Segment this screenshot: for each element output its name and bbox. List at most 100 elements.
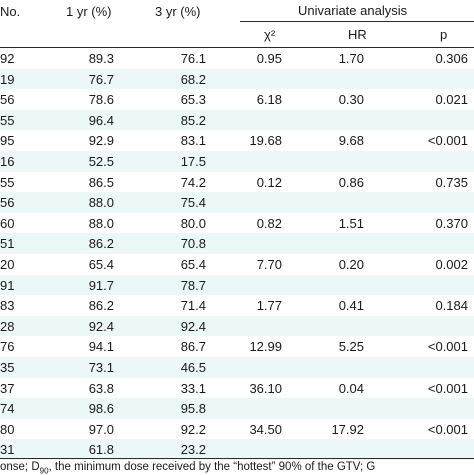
cell-chi: 0.82	[256, 215, 282, 231]
cell-3yr: 76.1	[180, 51, 206, 66]
header-1yr: 1 yr (%)	[66, 4, 112, 19]
cell-no: 95	[0, 133, 15, 149]
cell-no: 92	[0, 51, 15, 66]
table-row: 16 52.5 17.5	[0, 150, 474, 172]
cell-3yr: 74.2	[180, 174, 206, 190]
footnote: onse; D90, the minimum dose received by …	[0, 461, 376, 475]
table-row: 56 78.6 65.3 6.18 0.30 0.021	[0, 89, 474, 110]
cell-3yr: 95.8	[180, 401, 206, 417]
table-row: 35 73.1 46.5	[0, 356, 474, 378]
cell-3yr: 92.4	[180, 318, 206, 334]
cell-1yr: 88.0	[88, 215, 114, 231]
cell-hr: 9.68	[338, 133, 364, 149]
table-row: 20 65.4 65.4 7.70 0.20 0.002	[0, 254, 474, 275]
cell-1yr: 86.2	[88, 298, 114, 314]
cell-1yr: 92.4	[88, 318, 114, 334]
table-row: 74 98.6 95.8	[0, 398, 474, 419]
cell-no: 16	[0, 153, 15, 169]
cell-p: <0.001	[427, 380, 468, 396]
cell-hr: 1.70	[338, 51, 364, 66]
header-3yr: 3 yr (%)	[155, 4, 201, 19]
cell-3yr: 78.7	[180, 277, 206, 293]
cell-no: 20	[0, 256, 15, 272]
header-hr: HR	[348, 27, 367, 42]
header-no: No.	[0, 4, 21, 19]
table-row: 60 88.0 80.0 0.82 1.51 0.370	[0, 213, 474, 234]
cell-hr: 0.41	[338, 298, 364, 314]
cell-chi: 0.95	[256, 51, 282, 66]
cell-3yr: 46.5	[180, 359, 206, 375]
cell-1yr: 86.2	[88, 236, 114, 252]
header-p: p	[440, 27, 448, 42]
cell-no: 74	[0, 401, 15, 417]
cell-no: 35	[0, 359, 15, 375]
cell-3yr: 75.4	[180, 195, 206, 211]
cell-chi: 0.12	[256, 174, 282, 190]
footnote-post: , the minimum dose received by the “hott…	[48, 461, 376, 473]
table-row: 83 86.2 71.4 1.77 0.41 0.184	[0, 295, 474, 316]
cell-no: 91	[0, 277, 15, 293]
cell-chi: 6.18	[256, 92, 282, 108]
cell-no: 60	[0, 215, 15, 231]
header-univariate: Univariate analysis	[298, 3, 408, 18]
cell-1yr: 96.4	[88, 112, 114, 128]
cell-3yr: 92.2	[180, 421, 206, 437]
cell-p: <0.001	[427, 133, 468, 149]
cell-p: 0.184	[435, 298, 468, 314]
cell-p: <0.001	[427, 421, 468, 437]
cell-1yr: 92.9	[88, 133, 114, 149]
univariate-rule	[240, 21, 474, 22]
table-row: 56 88.0 75.4	[0, 192, 474, 213]
cell-hr: 17.92	[331, 421, 364, 437]
cell-hr: 5.25	[338, 339, 364, 355]
cell-3yr: 70.8	[180, 236, 206, 252]
cell-chi: 12.99	[249, 339, 282, 355]
cell-no: 76	[0, 339, 15, 355]
header-chi: χ²	[264, 27, 276, 42]
cell-3yr: 23.2	[180, 442, 206, 458]
cell-1yr: 65.4	[88, 256, 114, 272]
table-row: 28 92.4 92.4	[0, 315, 474, 337]
cell-1yr: 94.1	[88, 339, 114, 355]
cell-3yr: 85.2	[180, 112, 206, 128]
cell-hr: 0.86	[338, 174, 364, 190]
cell-no: 55	[0, 112, 15, 128]
cell-no: 56	[0, 195, 15, 211]
cell-hr: 0.20	[338, 256, 364, 272]
table-row: 80 97.0 92.2 34.50 17.92 <0.001	[0, 419, 474, 440]
cell-p: <0.001	[427, 339, 468, 355]
cell-3yr: 80.0	[180, 215, 206, 231]
table-row: 19 76.7 68.2	[0, 68, 474, 90]
cell-3yr: 33.1	[180, 380, 206, 396]
cell-1yr: 86.5	[88, 174, 114, 190]
cell-1yr: 97.0	[88, 421, 114, 437]
table-row: 55 86.5 74.2 0.12 0.86 0.735	[0, 172, 474, 193]
cell-no: 55	[0, 174, 15, 190]
table-row: 91 91.7 78.7	[0, 274, 474, 296]
cell-3yr: 65.4	[180, 256, 206, 272]
footnote-pre: onse; D	[0, 461, 40, 473]
cell-3yr: 71.4	[180, 298, 206, 314]
cell-1yr: 88.0	[88, 195, 114, 211]
cell-p: 0.002	[435, 256, 468, 272]
cell-hr: 1.51	[338, 215, 364, 231]
cell-1yr: 73.1	[88, 359, 114, 375]
table-row: 92 89.3 76.1 0.95 1.70 0.306	[0, 48, 474, 69]
cell-hr: 0.30	[338, 92, 364, 108]
cell-3yr: 83.1	[180, 133, 206, 149]
cell-chi: 1.77	[256, 298, 282, 314]
cell-p: 0.370	[435, 215, 468, 231]
cell-1yr: 89.3	[88, 51, 114, 66]
table-row: 95 92.9 83.1 19.68 9.68 <0.001	[0, 130, 474, 151]
cell-no: 19	[0, 71, 15, 87]
cell-hr: 0.04	[338, 380, 364, 396]
cell-1yr: 78.6	[88, 92, 114, 108]
cell-no: 83	[0, 298, 15, 314]
table-header: No. 1 yr (%) 3 yr (%) Univariate analysi…	[0, 0, 474, 47]
footer-rule	[0, 458, 474, 459]
cell-3yr: 65.3	[180, 92, 206, 108]
cell-1yr: 91.7	[88, 277, 114, 293]
cell-1yr: 76.7	[88, 71, 114, 87]
cell-p: 0.306	[435, 51, 468, 66]
